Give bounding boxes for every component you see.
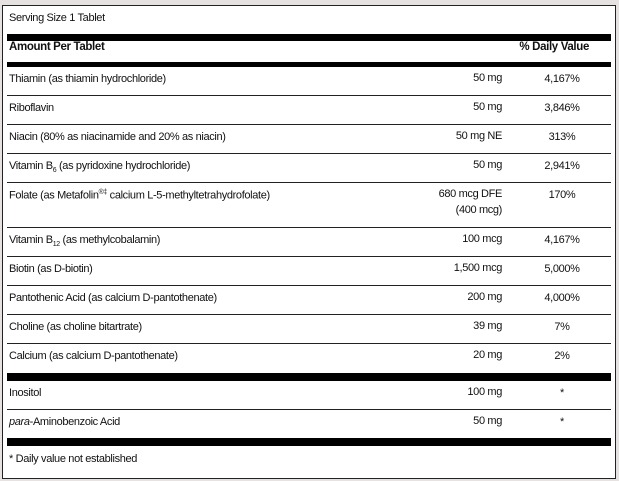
nutrient-name: Calcium (as calcium D-pantothenate)	[9, 350, 178, 362]
name-subscript: 6	[52, 167, 57, 175]
other-ingredient-list: Inositol 100 mg * para-Aminobenzoic Acid 50…	[7, 381, 611, 438]
ingredient-amount: 100 mg	[467, 386, 502, 398]
name-text: Folate (as Metafolin	[9, 189, 99, 202]
ingredient-row: Inositol 100 mg *	[7, 381, 611, 410]
name-text: (as methylcobalamin)	[59, 234, 161, 246]
nutrient-amount: 1,500 mcg	[453, 262, 503, 274]
nutrient-dv: 3,846%	[544, 102, 580, 114]
nutrient-list: Thiamin (as thiamin hydrochloride) 50 mg 4…	[7, 67, 611, 372]
nutrient-name: Niacin (80% as niacinamide and 20% as ni…	[9, 131, 226, 143]
nutrient-row: Biotin (as D-biotin) 1,500 mcg 5,000%	[7, 257, 611, 286]
nutrient-dv: 2,941%	[544, 160, 580, 172]
nutrient-row: Vitamin B6 (as pyridoxine hydrochloride)…	[7, 154, 611, 183]
column-header: Amount Per Tablet % Daily Value	[9, 41, 609, 53]
nutrient-row: Calcium (as calcium D-pantothenate) 20 mg…	[7, 344, 611, 372]
nutrient-amount: 39 mg	[473, 320, 502, 332]
nutrient-dv: 313%	[548, 131, 576, 143]
amount-line: (400 mcg)	[455, 204, 503, 216]
name-subscript: 12	[52, 241, 60, 249]
ingredient-dv: *	[560, 416, 564, 428]
nutrient-name: Pantothenic Acid (as calcium D-pantothen…	[9, 292, 217, 304]
nutrient-row: Niacin (80% as niacinamide and 20% as ni…	[7, 125, 611, 154]
nutrient-amount: 100 mcg	[462, 233, 502, 245]
nutrient-row: Choline (as choline bitartrate) 39 mg 7%	[7, 315, 611, 344]
nutrient-name: Vitamin B12 (as methylcobalamin)	[9, 234, 160, 248]
thick-divider	[7, 62, 611, 67]
nutrient-row: Pantothenic Acid (as calcium D-pantothen…	[7, 286, 611, 315]
ingredient-dv: *	[560, 387, 564, 399]
thick-divider	[7, 373, 611, 381]
supplement-facts-panel: Serving Size 1 Tablet Amount Per Tablet …	[2, 5, 616, 479]
nutrient-name: Biotin (as D-biotin)	[9, 263, 93, 275]
nutrient-amount: 50 mg	[473, 72, 502, 84]
nutrient-name: Choline (as choline bitartrate)	[9, 321, 142, 333]
nutrient-dv: 4,000%	[544, 292, 580, 304]
nutrient-dv: 2%	[554, 350, 570, 362]
nutrient-dv: 7%	[554, 321, 570, 333]
ingredient-row: para-Aminobenzoic Acid 50 mg *	[7, 410, 611, 438]
nutrient-row: Vitamin B12 (as methylcobalamin) 100 mcg 4…	[7, 228, 611, 257]
nutrient-dv: 4,167%	[544, 234, 580, 246]
footnote: * Daily value not established	[9, 453, 138, 465]
name-text: Vitamin B	[9, 234, 53, 246]
nutrient-name: Folate (as Metafolin®‡ calcium L-5-methy…	[9, 189, 270, 202]
nutrient-name: Riboflavin	[9, 102, 54, 114]
nutrient-amount: 200 mg	[467, 291, 502, 303]
nutrient-dv: 4,167%	[544, 73, 580, 85]
nutrient-row: Folate (as Metafolin®‡ calcium L-5-methy…	[7, 183, 611, 228]
nutrient-row: Riboflavin 50 mg 3,846%	[7, 96, 611, 125]
ingredient-amount: 50 mg	[473, 415, 502, 427]
thick-divider	[7, 438, 611, 446]
ingredient-name: Inositol	[9, 387, 42, 399]
thick-divider	[7, 34, 611, 41]
nutrient-name: Thiamin (as thiamin hydrochloride)	[9, 73, 166, 85]
nutrient-amount: 50 mg NE	[455, 130, 502, 142]
nutrient-dv: 5,000%	[544, 263, 580, 275]
amount-line: 680 mcg DFE	[438, 188, 503, 200]
nutrient-amount: 20 mg	[473, 349, 502, 361]
nutrient-amount: 680 mcg DFE (400 mcg)	[438, 186, 503, 218]
name-superscript: ®‡	[98, 189, 108, 196]
nutrient-amount: 50 mg	[473, 101, 502, 113]
name-text: (as pyridoxine hydrochloride)	[56, 160, 191, 172]
name-text: calcium L-5-methyltetrahydrofolate)	[106, 189, 271, 202]
nutrient-name: Vitamin B6 (as pyridoxine hydrochloride)	[9, 160, 190, 174]
name-text: -Aminobenzoic Acid	[29, 416, 121, 428]
name-text: Vitamin B	[9, 160, 53, 172]
nutrient-amount: 50 mg	[473, 159, 502, 171]
serving-size: Serving Size 1 Tablet	[9, 12, 105, 24]
ingredient-name: para-Aminobenzoic Acid	[9, 416, 120, 428]
daily-value-header: % Daily Value	[519, 41, 589, 53]
nutrient-dv: 170%	[548, 189, 576, 201]
nutrient-row: Thiamin (as thiamin hydrochloride) 50 mg 4…	[7, 67, 611, 96]
amount-header: Amount Per Tablet	[9, 41, 105, 53]
name-italic: para	[9, 416, 30, 428]
